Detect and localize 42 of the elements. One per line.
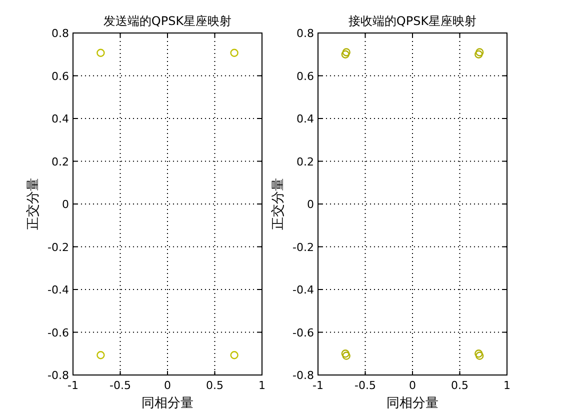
x-tick-label: 0.5 [206,379,224,392]
y-tick-label: -0.8 [292,369,314,382]
y-tick-label: 0.2 [296,155,314,168]
y-tick-label: 0.4 [52,112,69,126]
x-tick-label: 0 [409,379,416,392]
x-tick-label: -0.5 [110,379,131,392]
y-tick-label: 0.2 [52,155,69,168]
y-tick-label: 0 [307,198,314,211]
y-tick-label: -0.2 [48,240,69,254]
x-tick-label: 0 [164,379,171,392]
y-tick-label: 0 [62,198,69,211]
y-tick-label: -0.6 [292,326,314,340]
y-tick-label: 0.8 [52,27,69,40]
y-tick-label: 0.4 [296,112,314,126]
point [341,50,350,58]
x-axis-title: 同相分量 [142,396,194,411]
x-tick-label: 1 [504,379,510,392]
y-tick-label: 0.6 [52,70,69,83]
point [341,350,350,358]
chart-title: 接收端的QPSK星座映射 [348,14,477,28]
point [475,48,484,56]
x-tick-label: -1 [312,379,324,392]
x-tick-label: 1 [258,379,266,392]
y-tick-label: 0.8 [296,27,314,40]
x-tick-label: 0.5 [451,379,468,392]
y-axis-title: 正交分量 [25,178,41,230]
point [474,50,483,58]
point [342,352,350,360]
point [475,352,484,360]
point [342,48,350,56]
y-axis-title: 正交分量 [270,178,286,230]
y-tick-label: -0.2 [292,240,314,254]
y-tick-label: -0.6 [48,326,69,340]
point [474,350,483,358]
y-tick-label: -0.4 [48,284,69,296]
x-tick-label: -0.5 [354,379,376,392]
y-tick-label: -0.4 [292,284,314,296]
chart-title: 发送端的QPSK星座映射 [103,14,232,28]
y-tick-label: -0.8 [48,369,69,382]
x-tick-label: -1 [68,379,78,392]
x-axis-title: 同相分量 [386,396,438,411]
y-tick-label: 0.6 [296,70,314,83]
